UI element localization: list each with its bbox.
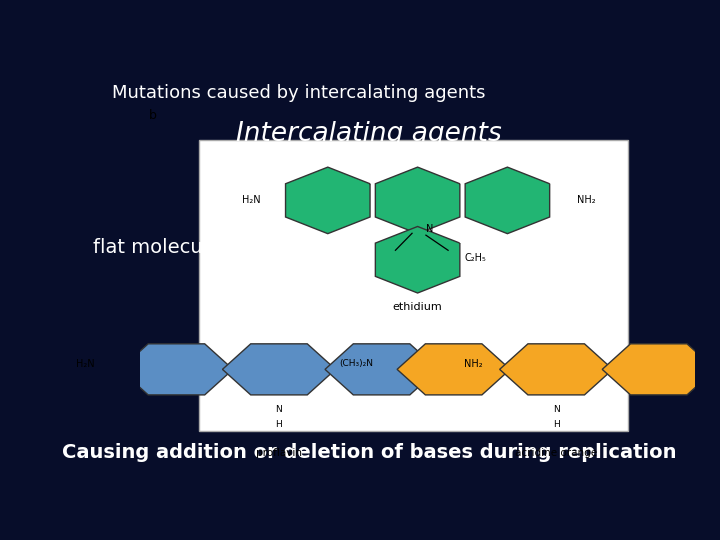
Text: b: b [149,109,156,122]
Text: proflavin: proflavin [256,448,302,457]
Polygon shape [222,344,336,395]
Text: Causing addition or deletion of bases during replication: Causing addition or deletion of bases du… [62,443,676,462]
Polygon shape [397,344,510,395]
Text: Intercalating agents: Intercalating agents [236,121,502,147]
Polygon shape [375,167,460,234]
Text: H: H [553,420,559,429]
Polygon shape [602,344,715,395]
Polygon shape [286,167,370,234]
Bar [199,140,629,431]
Polygon shape [465,167,549,234]
Polygon shape [500,344,613,395]
Text: ethidium: ethidium [392,302,443,312]
Text: H: H [276,420,282,429]
Text: N: N [426,225,433,234]
Text: N: N [553,404,559,414]
Polygon shape [325,344,438,395]
Text: NH₂: NH₂ [464,359,482,369]
Text: H₂N: H₂N [76,359,94,369]
Text: NH₂: NH₂ [577,195,596,205]
Text: flat molecules: flat molecules [93,238,230,257]
Polygon shape [375,226,460,293]
Text: H₂N: H₂N [242,195,261,205]
Text: Mutations caused by intercalating agents: Mutations caused by intercalating agents [112,84,486,102]
Text: acridine orange: acridine orange [515,448,598,457]
Text: C₂H₅: C₂H₅ [464,253,487,263]
Text: (CH₃)₂N: (CH₃)₂N [340,359,374,368]
Polygon shape [120,344,233,395]
Text: N: N [276,404,282,414]
